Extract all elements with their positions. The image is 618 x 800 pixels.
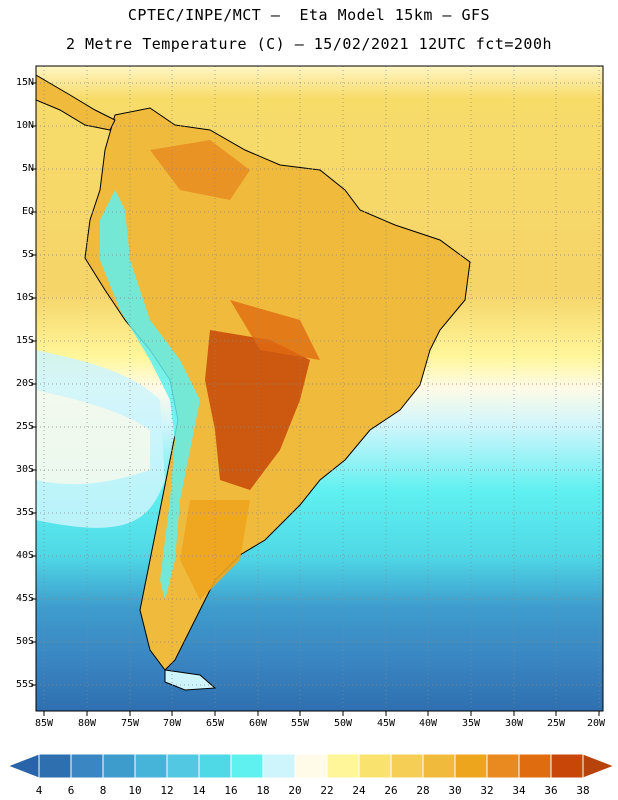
colorbar-label: 32 — [480, 784, 494, 797]
colorbar-swatch — [358, 753, 392, 779]
title-line-1: CPTEC/INPE/MCT — Eta Model 15km — GFS — [127, 6, 491, 24]
colorbar-swatch — [550, 753, 584, 779]
lon-label: 50W — [333, 718, 353, 729]
colorbar-label: 20 — [288, 784, 302, 797]
colorbar-label: 30 — [448, 784, 462, 797]
lon-label: 45W — [376, 718, 396, 729]
colorbar-label: 8 — [99, 784, 107, 797]
colorbar-label: 38 — [576, 784, 590, 797]
lat-label: 15N — [15, 77, 34, 88]
colorbar-label: 18 — [256, 784, 270, 797]
lat-label: 10S — [15, 292, 34, 303]
lon-label: 80W — [77, 718, 97, 729]
tierra-del-fuego — [164, 669, 217, 691]
colorbar-swatch — [518, 753, 552, 779]
lat-label: 30S — [15, 464, 34, 475]
colorbar — [6, 753, 616, 779]
colorbar-swatch — [454, 753, 488, 779]
colorbar-label: 36 — [544, 784, 558, 797]
colorbar-label: 14 — [192, 784, 206, 797]
lon-label: 30W — [504, 718, 524, 729]
lon-label: 70W — [162, 718, 182, 729]
title-line-2: 2 Metre Temperature (C) — 15/02/2021 12U… — [65, 35, 553, 53]
lon-label: 55W — [290, 718, 310, 729]
colorbar-swatch — [166, 753, 200, 779]
colorbar-swatch — [134, 753, 168, 779]
colorbar-label: 12 — [160, 784, 174, 797]
colorbar-low-arrow — [6, 753, 40, 779]
colorbar-label: 10 — [128, 784, 142, 797]
lat-label: 50S — [15, 636, 34, 647]
axis-ticks — [31, 82, 600, 716]
lat-label: 35S — [15, 507, 34, 518]
colorbar-swatch — [262, 753, 296, 779]
lat-label: 45S — [15, 593, 34, 604]
lat-label: 20S — [15, 378, 34, 389]
lat-label: 5S — [21, 249, 34, 260]
andes-cold-strip — [100, 190, 200, 600]
colorbar-swatch — [326, 753, 360, 779]
colorbar-swatch — [422, 753, 456, 779]
central-america — [36, 74, 116, 131]
colorbar-swatch — [102, 753, 136, 779]
lon-label: 25W — [546, 718, 566, 729]
colorbar-label: 22 — [320, 784, 334, 797]
colorbar-label: 26 — [384, 784, 398, 797]
colorbar-label: 34 — [512, 784, 526, 797]
colorbar-label: 6 — [67, 784, 75, 797]
colorbar-swatch — [294, 753, 328, 779]
lon-label: 85W — [34, 718, 54, 729]
colorbar-swatch — [486, 753, 520, 779]
colorbar-swatch — [390, 753, 424, 779]
lon-label: 35W — [461, 718, 481, 729]
colorbar-label: 28 — [416, 784, 430, 797]
lat-label: 15S — [15, 335, 34, 346]
colorbar-swatch — [198, 753, 232, 779]
lat-label: 40S — [15, 550, 34, 561]
colorbar-high-arrow — [582, 753, 616, 779]
hot-core — [205, 330, 310, 490]
colorbar-swatch — [230, 753, 264, 779]
lat-label: EQ — [21, 206, 34, 217]
lon-label: 60W — [248, 718, 268, 729]
lon-label: 20W — [586, 718, 606, 729]
lon-label: 40W — [418, 718, 438, 729]
colorbar-label: 24 — [352, 784, 366, 797]
colorbar-label: 4 — [35, 784, 43, 797]
lon-label: 65W — [205, 718, 225, 729]
lat-label: 5N — [21, 163, 34, 174]
colorbar-swatch — [38, 753, 72, 779]
colorbar-swatch — [70, 753, 104, 779]
lat-lon-grid — [36, 66, 603, 711]
colorbar-label: 16 — [224, 784, 238, 797]
lat-label: 55S — [15, 679, 34, 690]
lat-label: 10N — [15, 120, 34, 131]
lon-label: 75W — [120, 718, 140, 729]
lat-label: 25S — [15, 421, 34, 432]
map-frame — [35, 65, 604, 712]
